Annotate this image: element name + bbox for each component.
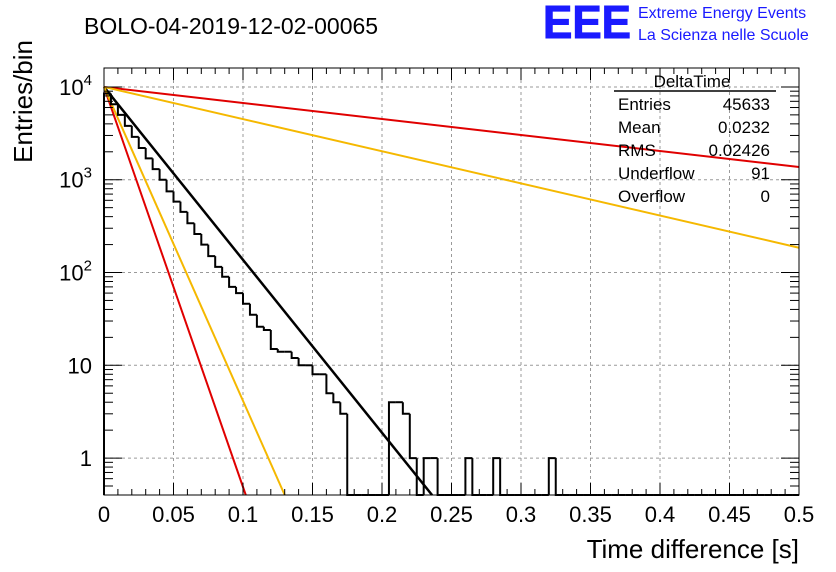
histogram-bin [242,293,250,305]
histogram-bin [158,169,167,181]
y-tick-label: 10 [68,353,92,378]
y-axis-title: Entries/bin [8,40,38,163]
histogram-bin [464,457,473,495]
stats-row-value: 0.02426 [709,141,770,160]
grid-lines [104,68,799,495]
histogram-bin [179,201,188,213]
x-tick-label: 0.3 [506,502,537,527]
fit-lines [103,85,800,496]
histogram-bin [276,348,285,353]
histogram-bin [172,191,181,203]
histogram-bin [297,357,306,367]
fit-line [103,86,286,496]
x-tick-label: 0.2 [367,502,398,527]
y-tick-label: 103 [59,165,92,193]
histogram-bin [401,402,410,415]
fit-line [103,85,800,169]
histogram-bin [290,351,299,359]
eee-logo: EEE Extreme Energy Events La Scienza nel… [543,0,809,49]
stats-row-label: Underflow [618,164,695,183]
stats-row-value: 0 [761,187,770,206]
histogram-bin [422,457,431,495]
stats-box-title: DeltaTime [654,72,731,91]
histogram-bin [116,104,125,116]
y-tick-labels: 1 10 102 103 104 [59,72,92,471]
histogram-bin [269,330,278,350]
histogram-bin [332,393,341,404]
histogram-bin [325,374,334,395]
y-tick-label: 102 [59,258,92,286]
histogram-bin [492,457,501,495]
eee-logo-line2: La Scienza nelle Scuole [638,27,809,44]
stats-row-value: 45633 [723,95,770,114]
y-tick-label: 104 [59,72,92,100]
x-tick-label: 0.5 [784,502,815,527]
histogram-bin [221,266,230,278]
x-tick-label: 0.25 [430,502,473,527]
x-tick-label: 0 [98,502,110,527]
x-tick-labels: 0 0.05 0.1 0.15 0.2 0.25 0.3 0.35 0.4 0.45 0.5 [98,502,814,527]
histogram-bin [214,256,223,268]
stats-row-value: 91 [751,164,770,183]
eee-logo-letters: EEE [543,0,631,48]
histogram-bin [311,365,320,376]
stats-row-label: Overflow [618,187,686,206]
x-tick-label: 0.45 [708,502,751,527]
histogram-bin [248,303,257,316]
stats-row-label: Entries [618,95,671,114]
histogram-bin [547,457,556,495]
chart-title: BOLO-04-2019-12-02-00065 [84,13,378,39]
eee-logo-line1: Extreme Energy Events [638,5,806,22]
histogram-bin [137,136,146,149]
histogram-bin [255,314,264,328]
fit-line [103,86,247,496]
histogram-bin [123,114,132,127]
stats-row-label: RMS [618,141,656,160]
histogram-bin [408,413,417,460]
histogram-bin [151,158,160,171]
histogram-bin [165,179,174,193]
stats-row-label: Mean [618,118,661,137]
histogram-bin [235,286,243,295]
y-tick-label: 1 [80,446,92,471]
histogram-bin [186,211,195,225]
histogram-bin [109,93,118,106]
fit-line [103,85,800,249]
histogram-bin [144,147,153,160]
stats-row-value: 0.0232 [718,118,770,137]
histogram-bin [207,244,216,258]
histogram-bin [130,125,139,138]
histogram-bin [387,401,396,495]
x-tick-label: 0.4 [645,502,676,527]
histogram-bin [193,223,202,236]
histogram-bin [200,234,209,246]
stats-box: DeltaTime Entries 45633 Mean 0.0232 RMS … [614,72,776,206]
x-tick-label: 0.15 [291,502,334,527]
fit-line [103,86,434,496]
axis-ticks [103,68,800,496]
histogram-bin [228,276,237,288]
x-tick-label: 0.35 [569,502,612,527]
x-axis-title: Time difference [s] [587,534,799,564]
histogram-bin [339,402,348,415]
x-tick-label: 0.05 [152,502,195,527]
histogram-bin [262,326,271,332]
x-tick-label: 0.1 [228,502,259,527]
